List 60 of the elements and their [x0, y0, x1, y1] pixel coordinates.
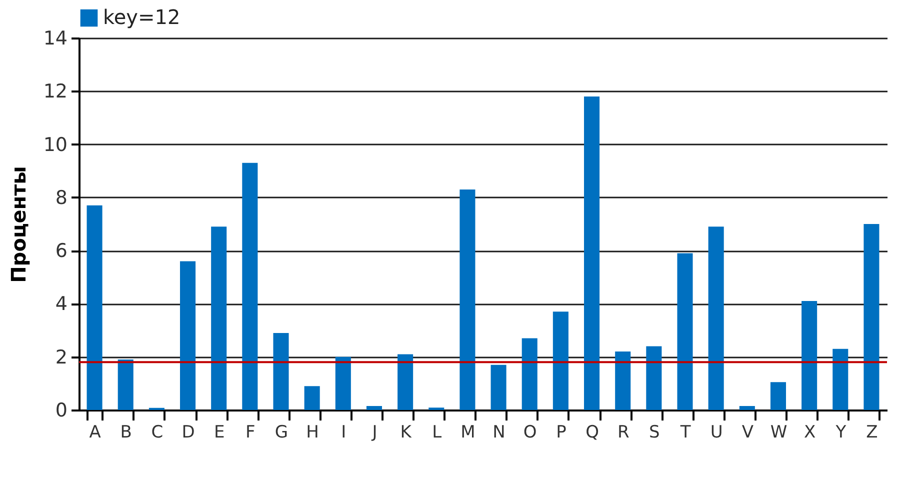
bar — [552, 312, 568, 410]
bar — [739, 406, 755, 410]
bar — [832, 348, 848, 410]
x-tick-label: N — [492, 422, 506, 442]
x-tick-label: U — [710, 422, 723, 442]
x-tick-label: R — [617, 422, 630, 442]
bar — [864, 224, 880, 410]
y-tick-label: 2 — [55, 346, 68, 368]
x-tick-label: L — [432, 422, 442, 442]
x-tick-label: P — [556, 422, 566, 442]
x-tick-label: J — [371, 422, 378, 442]
x-tick-label: W — [770, 422, 788, 442]
y-tick-label: 0 — [55, 400, 68, 422]
y-tick-label: 12 — [43, 80, 68, 103]
bar — [677, 253, 693, 410]
x-tick-label: D — [182, 422, 195, 442]
bar — [180, 261, 196, 410]
bar — [708, 226, 724, 410]
x-tick-label: M — [460, 422, 476, 442]
bar — [273, 332, 289, 410]
bar — [398, 354, 414, 410]
x-tick-label: F — [246, 422, 256, 442]
x-tick-label: Q — [586, 422, 599, 442]
bar — [211, 226, 227, 410]
bar — [490, 364, 506, 410]
bar — [615, 352, 631, 410]
x-tick-label: K — [400, 422, 412, 442]
bar — [366, 406, 382, 410]
x-tick-label: X — [804, 422, 816, 442]
x-tick-label: T — [679, 422, 692, 442]
bar — [118, 360, 134, 410]
x-tick-label: I — [341, 422, 346, 442]
y-tick-label: 6 — [55, 240, 68, 262]
x-tick-label: O — [523, 422, 537, 442]
bar — [802, 301, 818, 410]
x-tick-label: C — [151, 422, 164, 442]
bar — [584, 96, 600, 410]
bar — [335, 356, 351, 410]
bar — [646, 346, 662, 410]
bar — [522, 338, 538, 410]
x-tick-label: S — [649, 422, 660, 442]
bar — [242, 162, 258, 410]
bar — [86, 205, 102, 410]
bar — [304, 386, 320, 410]
y-tick-label: 14 — [43, 28, 68, 50]
x-tick-label: E — [214, 422, 225, 442]
y-tick-label: 4 — [55, 293, 68, 316]
y-tick-label: 10 — [43, 134, 68, 156]
x-tick-label: V — [742, 422, 754, 442]
y-axis-title: Проценты — [6, 166, 30, 283]
legend-label: key=12 — [103, 5, 180, 29]
bar — [460, 189, 476, 410]
x-tick-label: H — [306, 422, 319, 442]
y-tick-label: 8 — [55, 186, 68, 209]
x-tick-label: B — [120, 422, 132, 442]
x-tick-label: G — [274, 422, 288, 442]
x-tick-label: A — [89, 422, 102, 442]
bar — [770, 382, 786, 410]
x-tick-label: Z — [866, 422, 878, 442]
x-tick-label: Y — [834, 422, 847, 442]
